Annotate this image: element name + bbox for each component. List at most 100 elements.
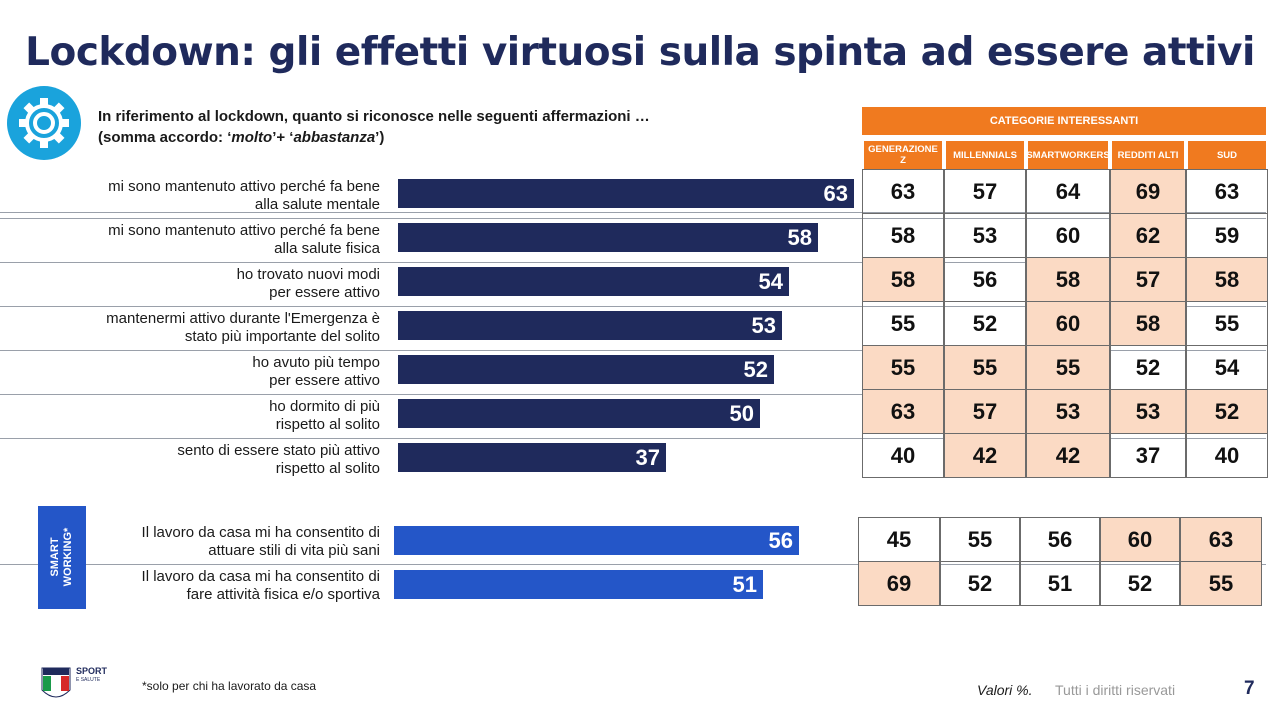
table-cell: 63 [1180, 517, 1262, 562]
table-cell: 56 [944, 257, 1026, 302]
table-cell: 54 [1186, 345, 1268, 390]
table-cell: 53 [1110, 389, 1186, 434]
table-cell: 60 [1100, 517, 1180, 562]
bar [398, 399, 760, 428]
row-label: mi sono mantenuto attivo perché fa bene a… [0, 222, 380, 258]
bar [398, 267, 789, 296]
italian-shield-icon [41, 667, 71, 698]
row-label-line: attuare stili di vita più sani [208, 542, 380, 559]
table-cell: 55 [862, 345, 944, 390]
question-part: ’) [375, 129, 385, 146]
bar-value-label: 50 [730, 401, 754, 426]
bar [398, 223, 818, 252]
row-label: sento di essere stato più attivo rispetto… [0, 442, 380, 478]
bar-value-label: 52 [744, 357, 768, 382]
table-cell: 58 [1026, 257, 1110, 302]
table-cell: 55 [862, 301, 944, 346]
table-cell: 51 [1020, 561, 1100, 606]
row-divider [0, 262, 1266, 263]
question-molto: molto [231, 129, 273, 146]
bar [398, 311, 782, 340]
table-cell: 42 [944, 433, 1026, 478]
row-label-line: alla salute mentale [254, 196, 380, 213]
row-label-line: mantenermi attivo durante l'Emergenza è [106, 310, 380, 327]
row-label-line: rispetto al solito [275, 460, 380, 477]
bar [398, 355, 774, 384]
row-label-line: fare attività fisica e/o sportiva [186, 586, 380, 603]
logo-subtext: E SALUTE [76, 677, 101, 683]
table-cell: 63 [862, 389, 944, 434]
smart-working-line-2: WORKING* [62, 527, 74, 587]
row-label-line: Il lavoro da casa mi ha consentito di [141, 524, 380, 541]
question-part: (somma accordo: ‘ [98, 129, 232, 146]
row-divider [0, 218, 1266, 219]
bar [398, 443, 666, 472]
page-number: 7 [1244, 678, 1255, 699]
gear-icon [7, 86, 81, 160]
question-line-1: In riferimento al lockdown, quanto si ri… [98, 108, 650, 125]
table-cell: 45 [858, 517, 940, 562]
table-cell: 55 [1180, 561, 1262, 606]
question-part: ’+ ‘ [272, 129, 294, 146]
smart-working-label: SMART WORKING* [49, 528, 75, 587]
column-header: REDDITI ALTI [1112, 141, 1184, 169]
bar [394, 526, 799, 555]
table-cell: 55 [1026, 345, 1110, 390]
row-label-line: rispetto al solito [275, 416, 380, 433]
table-cell: 69 [858, 561, 940, 606]
bar-value-label: 37 [636, 445, 660, 470]
row-divider [0, 438, 1266, 439]
row-label: ho trovato nuovi modi per essere attivo [0, 266, 380, 302]
table-cell: 63 [862, 169, 944, 214]
table-cell: 58 [862, 213, 944, 258]
bar-value-label: 56 [769, 528, 793, 553]
column-header: GENERAZIONE Z [864, 141, 942, 169]
smart-working-box [38, 506, 86, 609]
row-label-line: stato più importante del solito [184, 328, 380, 345]
column-header: MILLENNIALS [946, 141, 1024, 169]
row-divider [0, 212, 1266, 213]
table-cell: 52 [940, 561, 1020, 606]
bar [394, 570, 763, 599]
table-cell: 37 [1110, 433, 1186, 478]
values-note: Valori %. [977, 682, 1033, 698]
table-cell: 52 [944, 301, 1026, 346]
row-divider [0, 564, 1266, 565]
table-cell: 69 [1110, 169, 1186, 214]
table-cell: 60 [1026, 213, 1110, 258]
table-cell: 53 [1026, 389, 1110, 434]
bar-value-label: 58 [788, 225, 812, 250]
row-label: ho avuto più tempo per essere attivo [0, 354, 380, 390]
question-text: In riferimento al lockdown, quanto si ri… [98, 106, 650, 148]
smart-working-line-1: SMART [49, 537, 61, 577]
bar-value-label: 63 [824, 181, 848, 206]
table-cell: 60 [1026, 301, 1110, 346]
row-label: ho dormito di più rispetto al solito [0, 398, 380, 434]
table-cell: 52 [1100, 561, 1180, 606]
row-divider [0, 394, 1266, 395]
row-label-line: mi sono mantenuto attivo perché fa bene [108, 178, 380, 195]
table-cell: 55 [1186, 301, 1268, 346]
row-label-line: alla salute fisica [274, 240, 380, 257]
table-cell: 58 [862, 257, 944, 302]
table-cell: 52 [1110, 345, 1186, 390]
table-cell: 52 [1186, 389, 1268, 434]
table-cell: 57 [944, 389, 1026, 434]
table-cell: 57 [944, 169, 1026, 214]
table-cell: 53 [944, 213, 1026, 258]
row-divider [0, 350, 1266, 351]
bar [398, 179, 854, 208]
question-line-2: (somma accordo: ‘molto’+ ‘abbastanza’) [98, 127, 650, 148]
table-cell: 40 [1186, 433, 1268, 478]
table-cell: 58 [1110, 301, 1186, 346]
row-label-line: mi sono mantenuto attivo perché fa bene [108, 222, 380, 239]
row-label: Il lavoro da casa mi ha consentito di att… [0, 524, 380, 560]
row-label-line: sento di essere stato più attivo [177, 442, 380, 459]
row-label-line: ho avuto più tempo [252, 354, 380, 371]
table-cell: 55 [940, 517, 1020, 562]
table-cell: 57 [1110, 257, 1186, 302]
bar-value-label: 54 [759, 269, 784, 294]
row-label-line: ho trovato nuovi modi [236, 266, 380, 283]
row-label-line: per essere attivo [269, 372, 380, 389]
